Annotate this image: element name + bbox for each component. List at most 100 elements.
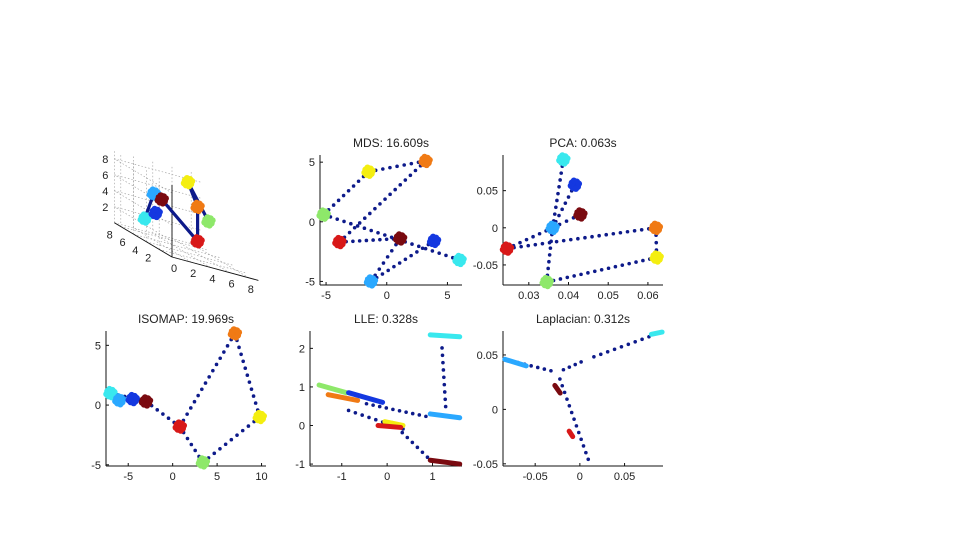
y-tick-label: -1 [295,459,305,471]
data-path [551,164,565,223]
data-path [551,257,652,283]
data-path [545,232,554,278]
cluster-green [539,274,554,290]
y-tick-label: 2 [145,252,151,264]
z-tick-label: 8 [102,154,108,166]
x-tick-label: 1 [429,471,435,483]
cluster-blue [567,177,583,192]
cluster-orange [648,220,664,235]
x-tick-label: 10 [255,471,267,483]
cluster-maroon [154,192,169,207]
x-tick-label: 5 [444,290,450,302]
data-path [235,338,260,412]
segment-orange [325,392,361,403]
cluster-blue [125,391,140,407]
y-tick-label: 1 [299,382,305,394]
y-tick-label: -0.05 [473,459,498,471]
y-tick-label: 0.05 [477,350,498,362]
segment-cyan [427,332,463,340]
x-tick-label: 4 [209,273,215,285]
y-tick-label: 8 [107,230,113,242]
data-path [181,337,234,423]
data-path [326,174,366,212]
data-path [373,160,421,173]
cluster-orange [418,153,433,169]
cluster-yellow [252,409,267,425]
cluster-yellow [180,175,196,190]
cluster-light_blue [363,274,379,289]
data-path [149,403,176,425]
cluster-maroon [392,231,408,246]
x-tick-label: -0.05 [523,471,548,483]
cluster-cyan [452,252,467,268]
cluster-green [195,455,211,470]
z-tick-label: 2 [102,202,108,214]
data-path [181,430,201,459]
cluster-cyan [137,211,152,226]
x-tick-label: 5 [214,471,220,483]
cluster-orange [190,199,205,215]
x-tick-label: 0 [577,471,583,483]
mds-plot: MDS: 16.609s -5 0 5 -5 0 5 [305,136,467,302]
cluster-cyan [556,152,571,167]
y-tick-label: -0.05 [473,260,498,272]
laplacian-plot: Laplacian: 0.312s -0.05 0 0.05 -0.05 0 0.05 [473,312,665,483]
cluster-red [190,234,205,249]
cluster-blue [426,233,442,249]
cluster-green [316,207,331,222]
segment-light_blue [502,356,529,369]
x-tick-label: -1 [337,471,347,483]
y-tick-label: -5 [91,460,101,472]
y-tick-label: 0 [299,421,305,433]
y-tick-label: -5 [305,276,315,288]
cluster-light_blue [545,220,560,235]
cluster-light_blue [112,393,127,408]
y-tick-label: 0 [309,217,315,229]
x-tick-label: 0 [170,471,176,483]
cluster-red [332,234,347,250]
z-tick-label: 6 [102,170,108,182]
y-tick-label: 5 [95,340,101,352]
x-tick-label: 0.04 [558,290,579,302]
lle-title: LLE: 0.328s [354,312,418,326]
isomap-title: ISOMAP: 19.969s [138,312,234,326]
data-path [592,334,651,359]
segment-green [316,382,349,396]
cluster-red [172,419,187,434]
segment-cyan [648,329,665,337]
y-tick-label: 0 [95,400,101,412]
x-tick-label: 0 [171,263,177,275]
y-tick-label: 5 [309,157,315,169]
x-tick-label: 0.05 [598,290,619,302]
x-tick-label: 6 [229,279,235,291]
data-path [554,189,574,224]
data-path [654,233,659,252]
mds-title: MDS: 16.609s [353,136,429,150]
segment-red [566,428,576,440]
isomap-plot: ISOMAP: 19.969s -5 0 5 10 -5 0 5 [91,312,267,483]
data-path [373,242,398,278]
data-path [206,419,256,460]
pca-plot: PCA: 0.063s 0.03 0.04 0.05 0.06 -0.05 0 0.05 [473,136,664,302]
data-path [561,360,583,372]
cluster-red [499,241,515,256]
x-tick-label: 2 [190,268,196,280]
segment-maroon [427,457,463,467]
lle-plot: LLE: 0.328s -1 0 1 -1 0 1 2 [295,312,463,483]
x-tick-label: -5 [321,290,331,302]
cluster-orange [227,326,243,341]
pca-title: PCA: 0.063s [549,136,616,150]
data-path [364,401,428,419]
x-tick-label: 0.05 [614,471,635,483]
x-tick-label: 8 [248,284,254,296]
y-tick-label: 0 [492,223,498,235]
data-path [160,197,200,243]
cluster-blue [148,205,163,221]
cluster-green [201,214,216,229]
data-path [440,346,448,409]
x-tick-label: 0 [384,290,390,302]
cluster-yellow [649,250,664,265]
data-path [558,377,591,462]
x-tick-label: 0 [384,471,390,483]
